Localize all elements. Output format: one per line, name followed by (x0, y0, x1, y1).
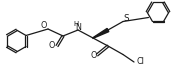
Text: H: H (74, 20, 79, 26)
Text: Cl: Cl (136, 58, 144, 67)
Text: O: O (91, 52, 97, 61)
Text: S: S (123, 14, 129, 23)
Text: O: O (49, 41, 55, 50)
Text: N: N (76, 23, 81, 32)
Polygon shape (93, 28, 109, 38)
Text: O: O (41, 20, 47, 29)
